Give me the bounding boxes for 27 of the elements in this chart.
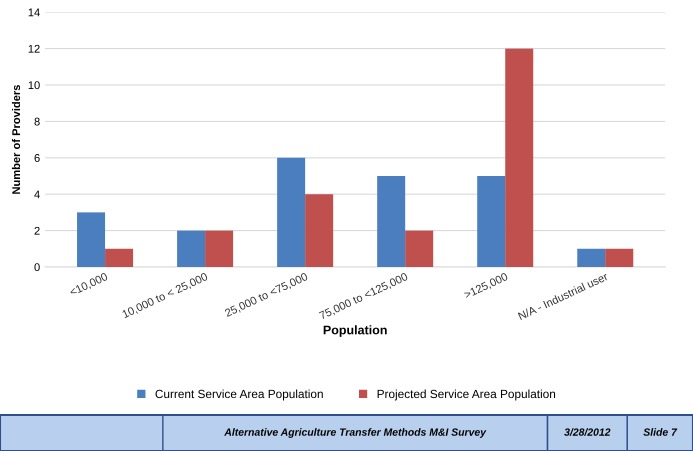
bar [105,248,134,267]
bar [205,230,234,267]
bar [505,48,534,267]
y-axis-title: Number of Providers [12,85,20,194]
y-tick-label: 14 [28,8,40,16]
y-tick-label: 0 [34,263,40,272]
bar [377,176,406,267]
y-tick-label: 4 [34,190,40,198]
bar [605,248,634,267]
legend-label: Projected Service Area Population [378,389,556,400]
legend-label: Current Service Area Population [155,389,323,400]
x-axis-title: Population [324,325,387,337]
bar [405,230,434,267]
y-tick-label: 12 [28,44,40,53]
bar [277,158,306,267]
text: Alternative Agriculture Transfer Methods M&I Survey [224,428,486,438]
bar [477,176,506,267]
bar [305,194,334,267]
text: 3/28/2012 [564,428,610,436]
y-tick-label: 8 [34,118,40,126]
bar [577,248,606,267]
y-tick-label: 2 [34,226,40,235]
text: Slide 7 [643,428,678,436]
y-tick-label: 10 [28,81,40,90]
y-tick-label: 6 [34,154,40,162]
bar [177,230,206,267]
bar [77,212,106,267]
